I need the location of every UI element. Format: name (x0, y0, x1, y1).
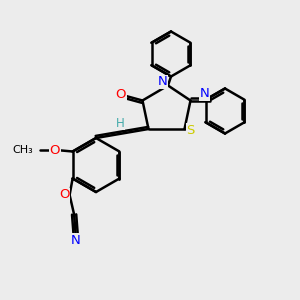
Text: N: N (71, 234, 80, 247)
Text: O: O (59, 188, 70, 202)
Text: O: O (116, 88, 126, 101)
Text: N: N (158, 75, 167, 88)
Text: N: N (200, 87, 209, 101)
Text: O: O (50, 143, 60, 157)
Text: H: H (116, 117, 125, 130)
Text: S: S (186, 124, 195, 137)
Text: CH₃: CH₃ (13, 145, 34, 155)
